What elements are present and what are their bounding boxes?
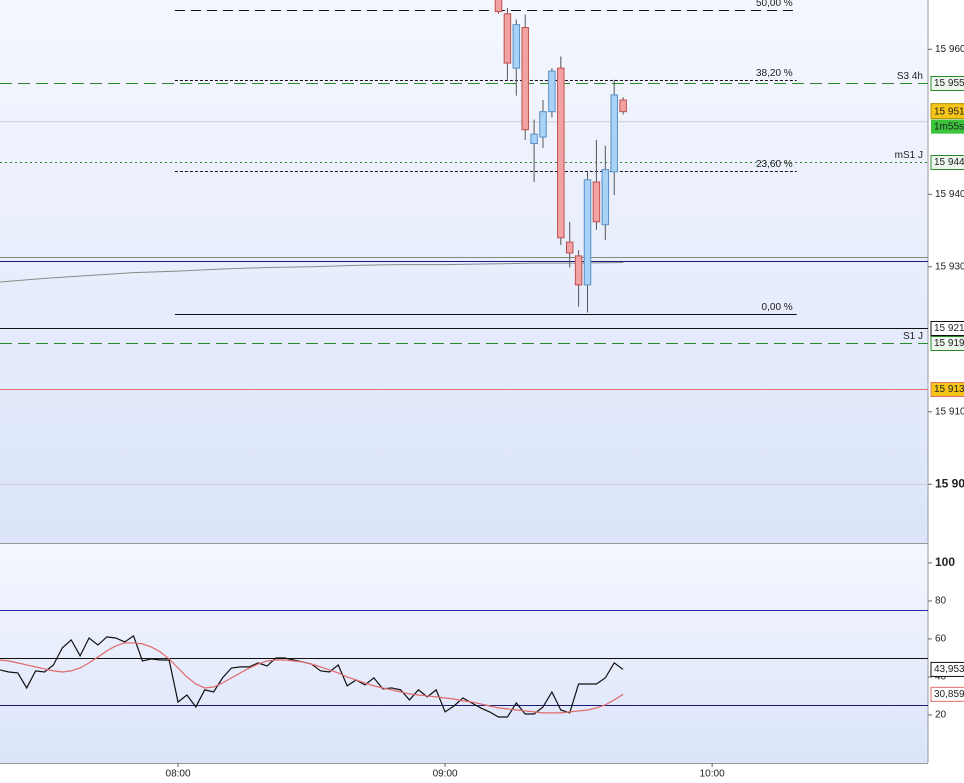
y-tick-label: 15 910 — [935, 406, 964, 417]
fib-label: 50,00 % — [756, 0, 793, 9]
candle-body — [512, 24, 521, 69]
level-tag-label: 15 955 — [934, 78, 964, 89]
candle-body — [521, 27, 529, 131]
level-name: S1 J — [903, 331, 923, 342]
fib-label: 23,60 % — [756, 159, 793, 170]
candle-body — [583, 179, 592, 286]
last-value-tag — [930, 661, 964, 677]
level-tag — [930, 321, 964, 336]
y-tick-label: 15 940 — [935, 189, 964, 200]
candle-body — [601, 169, 610, 226]
last-price-tag — [930, 103, 964, 120]
level-name: mS1 J — [895, 150, 923, 161]
level-tag — [930, 382, 964, 397]
candle-body — [565, 241, 574, 254]
candle-body — [539, 111, 547, 138]
candle-body — [548, 70, 556, 113]
y-tick-label: 100 — [935, 555, 955, 569]
last-value-label: 43,953 — [934, 664, 964, 675]
moving-average — [0, 261, 624, 283]
y-tick-label: 15 960 — [935, 44, 964, 55]
y-tick-label: 60 — [935, 634, 947, 645]
series-line — [0, 642, 624, 714]
timer-tag — [931, 119, 964, 134]
level-tag-label: 15 944 — [934, 157, 964, 168]
y-tick-label: 20 — [935, 710, 947, 721]
fib-label: 38,20 % — [756, 68, 793, 79]
level-tag — [930, 336, 964, 351]
timer-label: 1m55s — [934, 121, 964, 132]
candle-body — [530, 133, 538, 145]
candle-body — [610, 94, 618, 173]
candle-body — [619, 99, 627, 113]
candle-body — [494, 0, 503, 13]
oscillator-panel — [0, 543, 928, 763]
y-tick-label: 80 — [935, 596, 947, 607]
x-tick-label: 08:00 — [166, 769, 191, 780]
last-price-label: 15 951 — [934, 106, 964, 117]
last-value-tag — [930, 686, 964, 702]
candle-body — [574, 255, 583, 286]
time-axis — [0, 763, 928, 783]
y-tick-label: 15 900 — [935, 476, 964, 490]
x-tick-label: 10:00 — [700, 769, 725, 780]
level-tag — [930, 76, 964, 91]
fib-label: 0,00 % — [762, 302, 793, 313]
level-name: S3 4h — [897, 71, 923, 82]
level-tag-label: 15 921 — [934, 323, 964, 334]
last-value-label: 30,859 — [934, 689, 964, 700]
candle-body — [557, 67, 565, 239]
y-tick-label: 15 930 — [935, 261, 964, 272]
y-tick-label: 40 — [935, 672, 947, 683]
level-tag — [930, 155, 964, 170]
candle-body — [503, 13, 512, 64]
level-tag-label: 15 913 — [934, 384, 964, 395]
candle-body — [592, 181, 601, 223]
level-tag-label: 15 919 — [934, 338, 964, 349]
x-tick-label: 09:00 — [433, 769, 458, 780]
price-panel — [0, 0, 928, 543]
